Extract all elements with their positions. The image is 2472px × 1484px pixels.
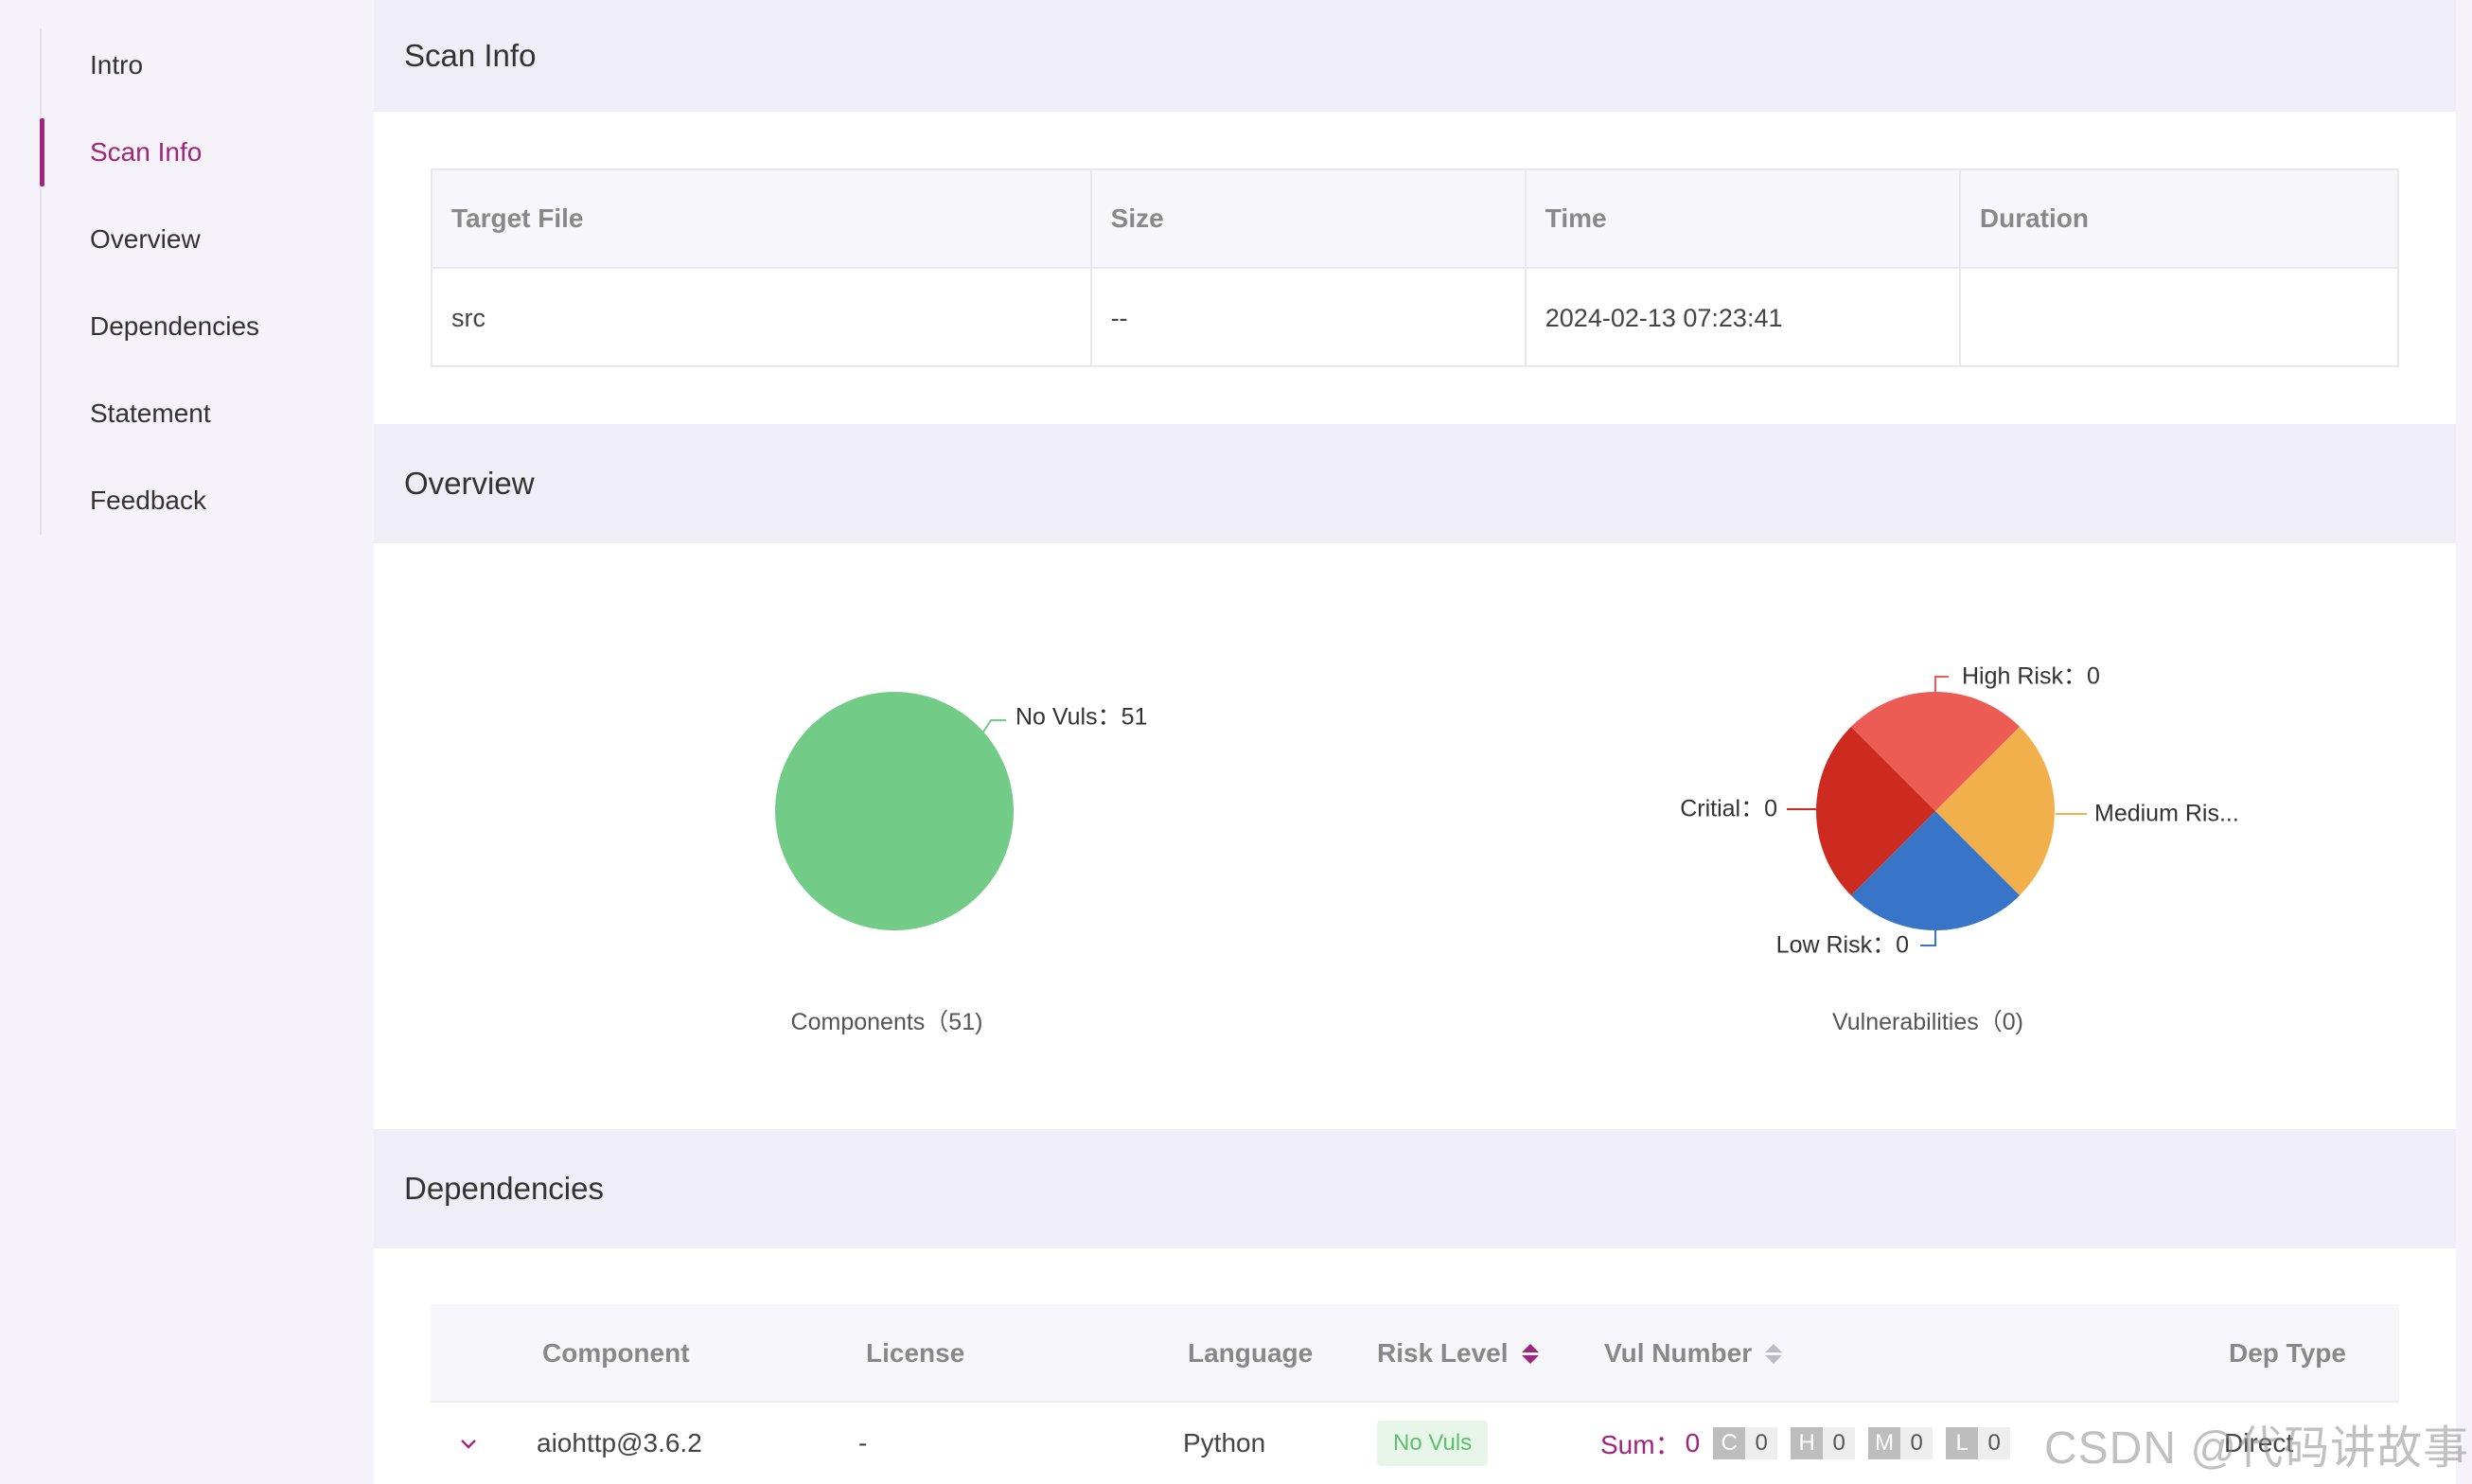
pie-slice bbox=[1816, 726, 1935, 896]
sidebar-item-dependencies[interactable]: Dependencies bbox=[40, 292, 362, 361]
vulnerabilities-chart-caption: Vulnerabilities（0) bbox=[1832, 1009, 2023, 1035]
column-header-risk-level[interactable]: Risk Level bbox=[1377, 1304, 1539, 1403]
sidebar-item-label: Overview bbox=[90, 224, 201, 254]
sidebar-item-label: Statement bbox=[90, 398, 211, 428]
table-header-row: Target File Size Time Duration bbox=[433, 170, 2397, 269]
sidebar-track bbox=[40, 28, 42, 535]
chevron-down-icon bbox=[461, 1440, 476, 1449]
badge-value: 0 bbox=[1823, 1427, 1856, 1459]
overview-charts: No Vuls：51 High Risk：0 Medium Ris... Low Ri… bbox=[775, 663, 2239, 959]
badge-key: L bbox=[1946, 1427, 1979, 1459]
label-leader-line bbox=[1920, 929, 1936, 946]
risk-badge: No Vuls bbox=[1377, 1421, 1489, 1466]
badge-value: 0 bbox=[1900, 1427, 1933, 1459]
badge-value: 0 bbox=[1978, 1427, 2011, 1459]
label-leader-line bbox=[981, 719, 1006, 734]
sidebar-item-statement[interactable]: Statement bbox=[40, 380, 362, 448]
label-leader-line bbox=[1934, 676, 1949, 693]
pie-slice-label: No Vuls：51 bbox=[1015, 704, 1147, 731]
license-value: - bbox=[858, 1428, 868, 1458]
badge-key: C bbox=[1713, 1427, 1746, 1459]
main-content: Scan Info Target File Size Time Duration… bbox=[374, 0, 2456, 1484]
table-cell: 2024-02-13 07:23:41 bbox=[1527, 269, 1961, 367]
table-header-cell: Time bbox=[1527, 170, 1961, 267]
dep-type-value: Direct bbox=[2224, 1428, 2294, 1458]
dependencies-table-header: Component License Language Risk Level Vu… bbox=[431, 1304, 2399, 1403]
pie-slice-label: Critial：0 bbox=[1680, 796, 1777, 822]
table-cell bbox=[1961, 269, 2397, 367]
watermark: CSDN @代码讲故事 bbox=[2044, 1423, 2470, 1474]
badge-key: H bbox=[1791, 1427, 1824, 1459]
components-chart-caption: Components（51) bbox=[790, 1009, 983, 1035]
pie-slice bbox=[1850, 811, 2021, 930]
section-header-overview: Overview bbox=[374, 424, 2456, 543]
language-value: Python bbox=[1183, 1428, 1266, 1458]
badge-key: M bbox=[1868, 1427, 1901, 1459]
sidebar-item-intro[interactable]: Intro bbox=[40, 31, 362, 99]
pie-slice bbox=[775, 692, 1014, 930]
sidebar-item-scan-info[interactable]: Scan Info bbox=[40, 118, 362, 186]
sidebar-item-label: Feedback bbox=[90, 486, 206, 515]
badge-value: 0 bbox=[1745, 1427, 1778, 1459]
pie-slice-label: Medium Ris... bbox=[2094, 801, 2239, 827]
sidebar-item-feedback[interactable]: Feedback bbox=[40, 467, 362, 535]
section-title: Dependencies bbox=[404, 1171, 604, 1206]
sidebar-item-overview[interactable]: Overview bbox=[40, 205, 362, 274]
component-name: aiohttp@3.6.2 bbox=[537, 1428, 702, 1458]
sidebar-item-label: Scan Info bbox=[90, 137, 203, 167]
scan-info-table: Target File Size Time Duration src -- 20… bbox=[431, 168, 2399, 367]
table-header-cell: Size bbox=[1092, 170, 1527, 267]
sidebar-item-label: Intro bbox=[90, 50, 144, 80]
pie-slice bbox=[1935, 726, 2055, 896]
expand-row-button[interactable] bbox=[457, 1403, 480, 1484]
column-header-component: Component bbox=[542, 1338, 690, 1368]
sidebar-item-label: Dependencies bbox=[90, 311, 260, 341]
sort-icon[interactable] bbox=[1765, 1343, 1783, 1364]
column-header-label: Risk Level bbox=[1377, 1338, 1509, 1368]
column-header-dep-type: Dep Type bbox=[2229, 1338, 2346, 1368]
pie-slice-label: Low Risk：0 bbox=[1776, 932, 1909, 959]
risk-level-cell: No Vuls bbox=[1377, 1403, 1489, 1484]
column-header-label: Vul Number bbox=[1604, 1338, 1753, 1368]
section-header-dependencies: Dependencies bbox=[374, 1129, 2456, 1248]
column-header-vul-number[interactable]: Vul Number bbox=[1604, 1304, 1783, 1403]
pie-slice bbox=[1850, 692, 2021, 811]
sort-icon[interactable] bbox=[1521, 1343, 1539, 1364]
pie-slice-label: High Risk：0 bbox=[1962, 663, 2100, 690]
table-row: src -- 2024-02-13 07:23:41 bbox=[433, 269, 2397, 367]
section-title: Overview bbox=[404, 466, 535, 501]
sum-value: 0 bbox=[1685, 1428, 1701, 1458]
sum-label: Sum： bbox=[1600, 1430, 1682, 1459]
table-cell: src bbox=[433, 269, 1092, 367]
column-header-language: Language bbox=[1188, 1338, 1314, 1368]
section-title: Scan Info bbox=[404, 38, 537, 73]
table-header-cell: Target File bbox=[433, 170, 1092, 267]
column-header-license: License bbox=[866, 1338, 965, 1368]
table-cell: -- bbox=[1092, 269, 1527, 367]
table-header-cell: Duration bbox=[1979, 203, 2089, 233]
sidebar: Intro Scan Info Overview Dependencies St… bbox=[0, 0, 374, 1484]
section-header-scan-info: Scan Info bbox=[374, 0, 2456, 112]
